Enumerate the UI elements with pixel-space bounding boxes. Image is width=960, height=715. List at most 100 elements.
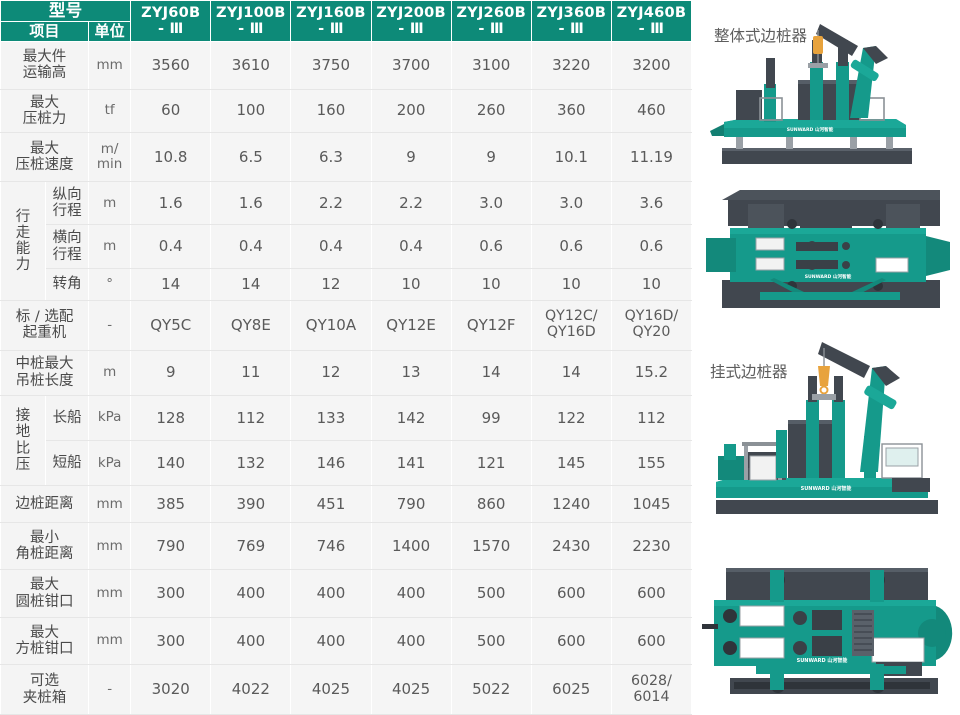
- table-row: 最大 方桩钳口 mm 300 400 400 400 500 600 600: [0, 616, 693, 666]
- cell-value: 13: [370, 349, 452, 396]
- header-col-6: ZYJ460B - Ⅲ: [610, 0, 693, 43]
- row-label: 最大 圆桩钳口: [0, 569, 90, 618]
- header-col-4-name: ZYJ260B: [456, 3, 526, 21]
- table-row: 最大件 运输高 mm 3560 3610 3750 3700 3100 3220 3200: [0, 41, 693, 90]
- row-unit: m: [88, 349, 132, 396]
- cell-value: 1045: [610, 485, 693, 523]
- cell-value: 790: [370, 485, 452, 523]
- cell-value: 460: [610, 88, 693, 133]
- cell-value: 10: [450, 267, 532, 301]
- cell-value: QY10A: [290, 299, 372, 351]
- header-col-5-suffix: - Ⅲ: [558, 20, 585, 38]
- cell-value: 100: [210, 88, 292, 133]
- cell-value: 0.6: [610, 224, 693, 269]
- header-model-label: 型号: [0, 0, 132, 23]
- cell-value: 300: [130, 616, 212, 666]
- table-row: 最大 压桩力 tf 60 100 160 200 260 360 460: [0, 88, 693, 133]
- cell-value: 769: [210, 521, 292, 571]
- cell-value: 1240: [530, 485, 612, 523]
- cell-value: 11: [210, 349, 292, 396]
- cell-value: 3.6: [610, 181, 693, 226]
- table-row: 可选 夹桩箱 -3020 4022 4025 4025 5022 6025 6028/ 601…: [0, 664, 693, 715]
- table-row: 接地比压长船 kPa 128 112 133 142 99 122 112: [0, 394, 693, 487]
- cell-value: 12: [290, 349, 372, 396]
- cell-value: 10: [370, 267, 452, 301]
- row-label: 可选 夹桩箱: [0, 664, 90, 715]
- table-row: 转角 ° 14 14 12 10 10 10 10: [1, 267, 693, 301]
- cell-value: 360: [530, 88, 612, 133]
- row-label: 最大 压桩力: [0, 88, 90, 133]
- row-label: 纵向 行程: [45, 181, 90, 226]
- table-row: 标 / 选配 起重机 - QY5C QY8E QY10A QY12E QY12F QY12C/…: [0, 299, 693, 351]
- header-item-label: 项目: [0, 21, 90, 43]
- cell-value: 790: [130, 521, 212, 571]
- cell-value: QY5C: [130, 299, 212, 351]
- row-label: 横向 行程: [45, 224, 90, 269]
- cell-value: 146: [290, 440, 372, 487]
- header-col-0-name: ZYJ60B: [141, 3, 201, 21]
- cell-value: 141: [370, 440, 452, 487]
- row-label: 最小 角桩距离: [0, 521, 90, 571]
- cell-value: QY12F: [450, 299, 532, 351]
- row-unit: kPa: [88, 394, 132, 442]
- cell-value: 122: [530, 394, 612, 442]
- row-label: 最大件 运输高: [0, 41, 90, 90]
- row-label: 短船: [45, 440, 90, 487]
- cell-value: 121: [450, 440, 532, 487]
- cell-value: 128: [130, 394, 212, 442]
- header-col-5-name: ZYJ360B: [536, 3, 607, 21]
- row-unit: mm: [88, 616, 132, 666]
- row-unit: kPa: [88, 440, 132, 487]
- header-col-1-suffix: - Ⅲ: [238, 20, 264, 38]
- cell-value: 400: [290, 616, 372, 666]
- cell-value: 600: [530, 569, 612, 618]
- table-header: 型号 ZYJ60B - Ⅲ ZYJ100B - Ⅲ ZYJ160B - Ⅲ ZY…: [0, 0, 693, 43]
- cell-value: 6.5: [210, 131, 292, 183]
- row-unit: -: [88, 299, 132, 351]
- cell-value: 15.2: [610, 349, 693, 396]
- header-col-1: ZYJ100B - Ⅲ: [210, 0, 292, 43]
- row-label: 中桩最大 吊桩长度: [0, 349, 90, 396]
- cell-value: 6025: [530, 664, 612, 715]
- table-row: 短船 kPa 140 132 146 141 121 145 155: [1, 440, 693, 487]
- side-view-integrated-drawing: SUNWARD 山河智能: [700, 6, 960, 174]
- header-col-5: ZYJ360B - Ⅲ: [530, 0, 612, 43]
- cell-value: 400: [210, 616, 292, 666]
- cell-value: 600: [530, 616, 612, 666]
- cell-value: 140: [130, 440, 212, 487]
- cell-value: 3020: [130, 664, 212, 715]
- cell-value: 3560: [130, 41, 212, 90]
- cell-value: 112: [210, 394, 292, 442]
- cell-value: 2430: [530, 521, 612, 571]
- cell-value: 6028/ 6014: [610, 664, 693, 715]
- cell-value: 3.0: [530, 181, 612, 226]
- cell-value: 3200: [610, 41, 693, 90]
- cell-value: 400: [290, 569, 372, 618]
- cell-value: 155: [610, 440, 693, 487]
- cell-value: 0.6: [530, 224, 612, 269]
- table-row: 边桩距离 mm 385 390 451 790 860 1240 1045: [0, 485, 693, 523]
- header-col-4: ZYJ260B - Ⅲ: [450, 0, 532, 43]
- cell-value: 9: [130, 349, 212, 396]
- cell-value: 14: [210, 267, 292, 301]
- cell-value: 1.6: [130, 181, 212, 226]
- cell-value: 3610: [210, 41, 292, 90]
- row-label: 最大 压桩速度: [0, 131, 90, 183]
- header-col-4-suffix: - Ⅲ: [478, 20, 504, 38]
- cell-value: 6.3: [290, 131, 372, 183]
- cell-value: 9: [450, 131, 532, 183]
- header-col-3-suffix: - Ⅲ: [398, 20, 424, 38]
- figure-side-view-integrated: SUNWARD 山河智能 整体式边桩器: [700, 6, 960, 174]
- header-col-1-name: ZYJ100B: [216, 3, 286, 21]
- cell-value: 112: [610, 394, 693, 442]
- cell-value: 3100: [450, 41, 532, 90]
- header-col-6-suffix: - Ⅲ: [638, 20, 665, 38]
- figure-label-hanging: 挂式边桩器: [710, 363, 788, 381]
- header-col-2-suffix: - Ⅲ: [318, 20, 344, 38]
- cell-value: 14: [130, 267, 212, 301]
- cell-value: 600: [610, 616, 693, 666]
- table-row: 横向 行程 m 0.4 0.4 0.4 0.4 0.6 0.6 0.6: [1, 224, 693, 269]
- row-unit: mm: [88, 521, 132, 571]
- header-col-3: ZYJ200B - Ⅲ: [370, 0, 452, 43]
